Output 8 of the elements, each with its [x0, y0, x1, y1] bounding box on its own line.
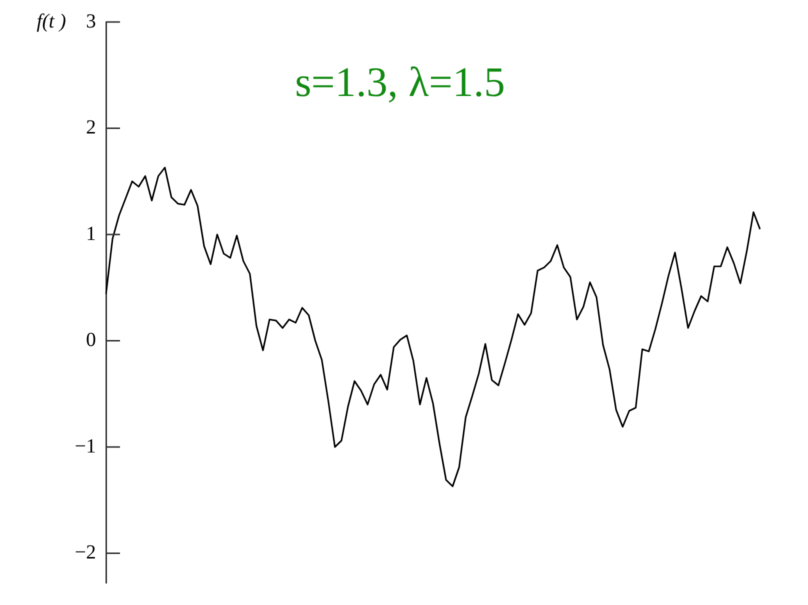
- text: s=1.3, λ=1.5: [294, 60, 506, 106]
- y-tick-label: 1: [86, 222, 96, 245]
- y-tick-label: −2: [74, 542, 96, 564]
- y-tick-label: −1: [74, 435, 96, 458]
- y-tick-label: 3: [86, 10, 96, 32]
- y-tick-label: 2: [86, 116, 96, 138]
- y-axis-title: f(t ): [36, 10, 66, 32]
- y-tick-label: 0: [86, 329, 96, 351]
